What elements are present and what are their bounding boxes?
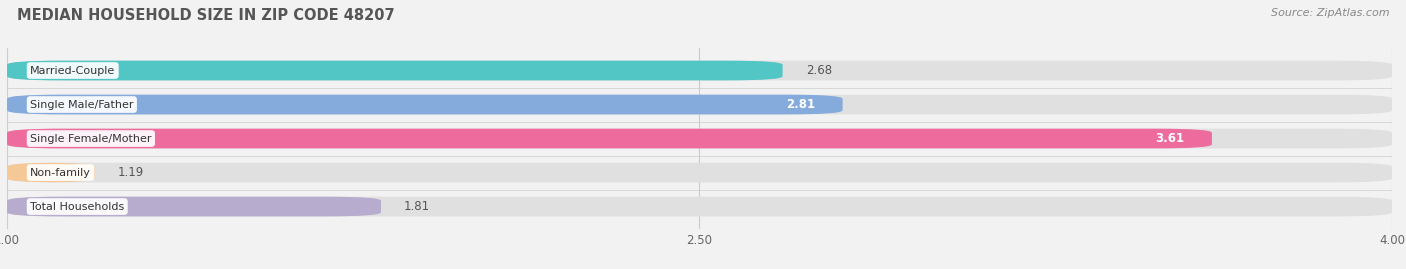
Text: Single Male/Father: Single Male/Father: [30, 100, 134, 109]
Text: Non-family: Non-family: [30, 168, 91, 178]
Text: Total Households: Total Households: [30, 201, 124, 211]
FancyBboxPatch shape: [7, 197, 381, 216]
Text: Married-Couple: Married-Couple: [30, 66, 115, 76]
FancyBboxPatch shape: [7, 61, 783, 80]
FancyBboxPatch shape: [7, 129, 1392, 148]
Text: Source: ZipAtlas.com: Source: ZipAtlas.com: [1271, 8, 1389, 18]
FancyBboxPatch shape: [7, 163, 94, 182]
Text: 3.61: 3.61: [1156, 132, 1184, 145]
FancyBboxPatch shape: [7, 129, 1212, 148]
Text: 1.19: 1.19: [118, 166, 143, 179]
FancyBboxPatch shape: [7, 95, 842, 114]
Text: Single Female/Mother: Single Female/Mother: [30, 133, 152, 144]
Text: 2.68: 2.68: [806, 64, 832, 77]
FancyBboxPatch shape: [7, 61, 1392, 80]
FancyBboxPatch shape: [7, 95, 1392, 114]
Text: 1.81: 1.81: [404, 200, 430, 213]
Text: 2.81: 2.81: [786, 98, 815, 111]
FancyBboxPatch shape: [7, 197, 1392, 216]
FancyBboxPatch shape: [7, 163, 1392, 182]
Text: MEDIAN HOUSEHOLD SIZE IN ZIP CODE 48207: MEDIAN HOUSEHOLD SIZE IN ZIP CODE 48207: [17, 8, 395, 23]
